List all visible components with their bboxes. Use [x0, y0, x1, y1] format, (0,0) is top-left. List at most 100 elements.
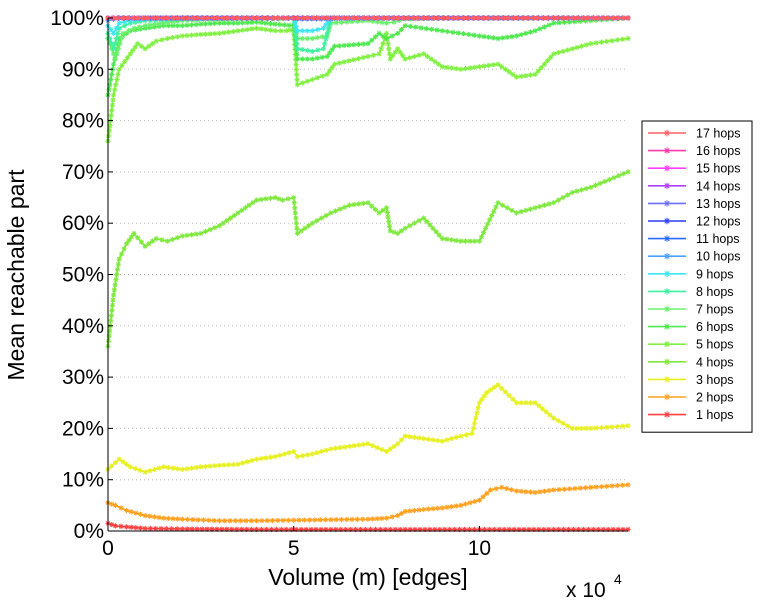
point-marker [495, 200, 500, 205]
point-marker [314, 218, 319, 223]
point-marker [537, 204, 542, 209]
point-marker [139, 239, 144, 244]
y-tick-label: 10% [62, 469, 104, 492]
point-marker [509, 208, 514, 213]
point-marker [291, 195, 296, 200]
point-marker [664, 147, 670, 153]
legend-label: 6 hops [696, 320, 734, 334]
point-marker [625, 36, 630, 41]
point-marker [106, 133, 111, 138]
point-marker [385, 15, 390, 20]
point-marker [305, 48, 310, 53]
point-marker [403, 226, 408, 231]
point-marker [184, 233, 189, 238]
point-marker [393, 50, 398, 55]
point-marker [175, 516, 180, 521]
point-marker [599, 425, 604, 430]
point-marker [210, 15, 215, 20]
point-marker [315, 47, 320, 52]
point-marker [413, 25, 418, 30]
point-marker [278, 28, 283, 33]
point-marker [418, 25, 423, 30]
point-marker [479, 397, 484, 402]
point-marker [551, 416, 556, 421]
point-marker [108, 77, 113, 82]
point-marker [185, 517, 190, 522]
point-marker [499, 64, 504, 69]
point-marker [477, 33, 482, 38]
point-marker [231, 462, 236, 467]
point-marker [291, 518, 296, 523]
point-marker [254, 198, 259, 203]
point-marker [143, 469, 148, 474]
point-marker [175, 23, 180, 28]
point-marker [388, 56, 393, 61]
point-marker [664, 165, 670, 171]
point-marker [233, 518, 238, 523]
point-marker [286, 518, 291, 523]
point-marker [124, 508, 129, 513]
point-marker [405, 15, 410, 20]
point-marker [119, 63, 124, 68]
point-marker [528, 490, 533, 495]
point-marker [494, 486, 499, 491]
point-marker [572, 486, 577, 491]
point-marker [458, 67, 463, 72]
point-marker [323, 36, 328, 41]
point-marker [110, 97, 115, 102]
point-marker [212, 21, 217, 26]
point-marker [500, 15, 505, 20]
point-marker [294, 221, 299, 226]
point-marker [370, 516, 375, 521]
point-marker [385, 210, 390, 215]
point-marker [156, 466, 161, 471]
point-marker [379, 20, 384, 25]
point-marker [519, 209, 524, 214]
point-marker [449, 504, 454, 509]
point-marker [664, 394, 670, 400]
point-marker [337, 60, 342, 65]
point-marker [165, 36, 170, 41]
point-marker [295, 56, 300, 61]
point-marker [208, 31, 213, 36]
point-marker [324, 213, 329, 218]
point-marker [195, 15, 200, 20]
point-marker [545, 15, 550, 20]
point-marker [109, 72, 114, 77]
point-marker [180, 517, 185, 522]
point-marker [664, 323, 670, 329]
x-tick-label: 0 [102, 537, 114, 560]
point-marker [170, 466, 175, 471]
point-marker [328, 210, 333, 215]
point-marker [249, 26, 254, 31]
point-marker [458, 503, 463, 508]
point-marker [351, 202, 356, 207]
point-marker [107, 128, 112, 133]
point-marker [514, 33, 519, 38]
point-marker [342, 59, 347, 64]
point-marker [380, 33, 385, 38]
point-marker [440, 64, 445, 69]
point-marker [399, 437, 404, 442]
point-marker [499, 485, 504, 490]
point-marker [398, 50, 403, 55]
point-marker [126, 28, 131, 33]
point-marker [432, 59, 437, 64]
legend-label: 3 hops [696, 373, 734, 387]
point-marker [133, 44, 138, 49]
legend-label: 16 hops [696, 144, 740, 158]
point-marker [542, 24, 547, 29]
point-marker [189, 466, 194, 471]
point-marker [315, 35, 320, 40]
point-marker [664, 271, 670, 277]
point-marker [120, 459, 125, 464]
point-marker [305, 15, 310, 20]
point-marker [300, 15, 305, 20]
point-marker [560, 195, 565, 200]
point-marker [600, 15, 605, 20]
point-marker [235, 210, 240, 215]
x-exponent-base: x 10 [566, 579, 606, 600]
point-marker [445, 29, 450, 34]
point-marker [514, 210, 519, 215]
